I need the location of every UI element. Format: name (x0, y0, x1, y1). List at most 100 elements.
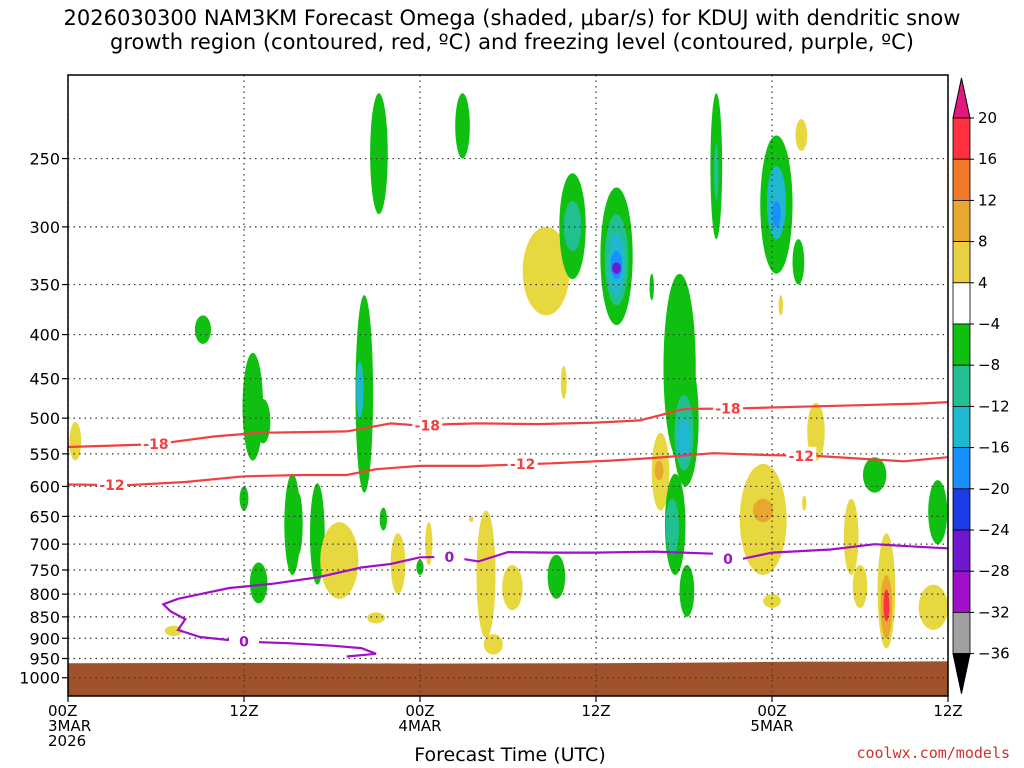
omega-area (320, 522, 359, 599)
credit-text: coolwx.com/models (856, 744, 1010, 762)
y-tick-label: 500 (29, 409, 60, 428)
omega-area (752, 498, 774, 523)
colorbar-label: −32 (978, 603, 1010, 621)
omega-area (502, 564, 523, 611)
omega-area (928, 480, 948, 545)
omega-area (918, 584, 948, 630)
omega-area (194, 315, 211, 344)
colorbar-label: −4 (978, 315, 1000, 333)
colorbar-swatch (952, 199, 971, 242)
colorbar-label: −24 (978, 521, 1010, 539)
omega-area (560, 365, 567, 399)
omega-area (883, 589, 890, 622)
y-axis-ticks: 250 300 350 400 450 500 550 600 650 700 750 800 850 9… (19, 150, 68, 688)
omega-area (778, 295, 783, 316)
colorbar-label: −16 (978, 439, 1010, 457)
y-tick-label: 550 (29, 445, 60, 464)
omega-area (370, 93, 388, 215)
title-line-2: growth region (contoured, red, ºC) and f… (110, 30, 914, 54)
omega-area (69, 421, 82, 461)
contour-label-bg (97, 476, 127, 494)
y-tick-label: 800 (29, 585, 60, 604)
chart-title: 2026030300 NAM3KM Forecast Omega (shaded… (0, 6, 1024, 54)
colorbar-top-arrow (952, 77, 971, 119)
terrain-area (68, 661, 948, 696)
contour-label: -18 (143, 437, 168, 453)
colorbar-label: −28 (978, 562, 1010, 580)
colorbar-swatch (952, 241, 971, 284)
y-tick-label: 1000 (19, 669, 60, 688)
contour-label-bg (786, 446, 817, 464)
omega-area (483, 634, 503, 655)
omega-area (547, 554, 566, 599)
omega-area (476, 510, 496, 639)
colorbar-swatch (952, 158, 971, 201)
title-line-1: 2026030300 NAM3KM Forecast Omega (shaded… (63, 6, 961, 30)
x-axis-label: Forecast Time (UTC) (414, 744, 606, 766)
contour-label-bg (434, 547, 465, 565)
x-tick-label: 3MAR (48, 717, 91, 735)
colorbar-swatch (952, 117, 971, 160)
omega-area (843, 498, 859, 575)
omega-area (665, 498, 679, 555)
omega-area (852, 564, 868, 608)
colorbar-label: 20 (978, 109, 997, 127)
x-tick-label: 00Z (757, 702, 786, 720)
y-tick-label: 600 (29, 477, 60, 496)
contour-lines: -18 -18 -18 -12 -12 -12 0 0 0 (68, 399, 948, 658)
omega-area (469, 516, 474, 523)
colorbar-label: −36 (978, 645, 1010, 663)
colorbar-swatch (952, 529, 971, 572)
terrain-fill (68, 661, 948, 696)
colorbar-label: −12 (978, 397, 1010, 415)
omega-area (390, 533, 406, 595)
x-tick-label: 00Z (48, 702, 77, 720)
colorbar-swatch (952, 405, 971, 448)
contour-label-bg (229, 632, 259, 650)
x-tick-label: 12Z (581, 702, 610, 720)
y-tick-label: 850 (29, 608, 60, 627)
colorbar-swatch (952, 570, 971, 613)
contour-label-bg (412, 416, 443, 434)
omega-area (355, 295, 374, 493)
x-tick-label: 4MAR (398, 717, 441, 735)
omega-area (367, 612, 385, 624)
omega-area (654, 460, 664, 481)
colorbar-label: 8 (978, 233, 988, 251)
colorbar-swatch (952, 447, 971, 490)
contour-label-bg (507, 454, 538, 472)
omega-area (522, 226, 570, 316)
omega-area (714, 143, 719, 202)
contour-label: -18 (715, 401, 740, 417)
x-tick-label: 00Z (405, 702, 434, 720)
omega-area (792, 239, 805, 285)
colorbar-label: −20 (978, 480, 1010, 498)
y-tick-label: 300 (29, 218, 60, 237)
omega-area (293, 492, 303, 555)
omega-shading (69, 93, 948, 655)
omega-area (795, 119, 808, 152)
contour-label: 0 (239, 635, 249, 651)
colorbar-swatch (952, 612, 971, 655)
contour-label: -12 (510, 457, 535, 473)
colorbar-label: 12 (978, 191, 997, 209)
y-tick-label: 350 (29, 276, 60, 295)
x-tick-label: 12Z (933, 702, 962, 720)
contour-label: 0 (444, 550, 454, 566)
y-tick-label: 450 (29, 370, 60, 389)
omega-area (612, 262, 621, 274)
y-tick-label: 250 (29, 150, 60, 169)
colorbar-label: 4 (978, 274, 988, 292)
plot-frame (67, 74, 949, 697)
contour-label: -18 (415, 419, 440, 435)
contour-label-bg (713, 399, 743, 417)
omega-area (802, 495, 807, 511)
colorbar-label: −8 (978, 356, 1000, 374)
contour-label: -12 (99, 478, 124, 494)
x-tick-label: 5MAR (750, 717, 793, 735)
omega-area (455, 93, 470, 159)
omega-area (772, 201, 781, 227)
colorbar-swatch (952, 323, 971, 366)
